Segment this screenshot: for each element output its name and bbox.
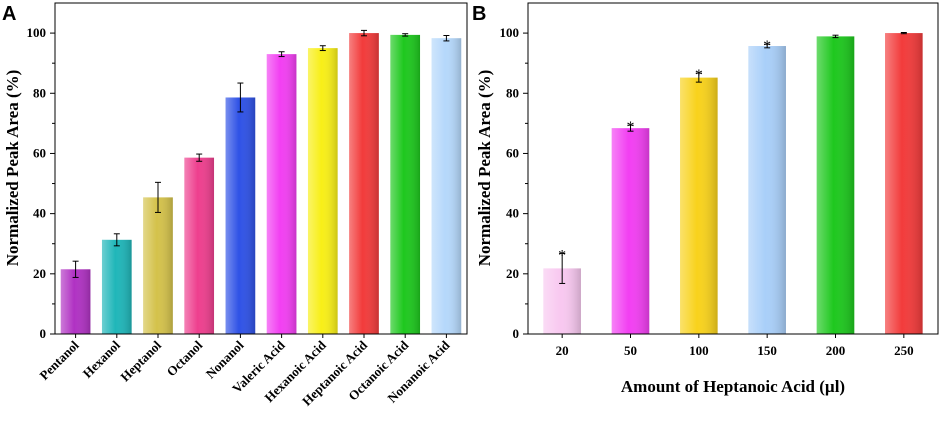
y-tick-label: 40 bbox=[33, 206, 46, 221]
x-tick-label: Heptanol bbox=[117, 337, 164, 384]
y-tick-label: 100 bbox=[500, 25, 520, 40]
panel-b: B * * * * 0 20 40 60 80 100 20 50 100 150 200 250 Nor… bbox=[472, 2, 939, 396]
x-tick-label: 200 bbox=[826, 343, 846, 358]
panel-b-x-axis-title: Amount of Heptanoic Acid (µl) bbox=[621, 377, 845, 396]
y-tick-label: 80 bbox=[33, 85, 46, 100]
y-tick-label: 100 bbox=[27, 25, 47, 40]
bar-shading bbox=[349, 33, 379, 334]
y-tick-label: 0 bbox=[513, 326, 520, 341]
significance-star: * bbox=[627, 119, 635, 136]
panel-b-significance-marks: * * * * bbox=[558, 38, 771, 264]
panel-b-y-axis-title: Normalized Peak Area (%) bbox=[475, 70, 494, 267]
bar-shading bbox=[60, 269, 91, 334]
bar-shading bbox=[611, 128, 650, 334]
panel-a-y-ticks: 0 20 40 60 80 100 bbox=[27, 25, 55, 341]
bar-shading bbox=[885, 33, 923, 334]
panel-b-letter: B bbox=[472, 3, 486, 25]
bar-shading bbox=[431, 38, 462, 335]
x-tick-label: 100 bbox=[689, 343, 709, 358]
panel-b-plot-frame bbox=[527, 2, 939, 335]
panel-b-bars bbox=[543, 33, 923, 334]
y-tick-label: 0 bbox=[40, 326, 47, 341]
panel-a-plot-frame bbox=[54, 2, 468, 335]
panel-a-letter: A bbox=[2, 3, 16, 25]
x-tick-label: 250 bbox=[894, 343, 914, 358]
x-tick-label: Octanol bbox=[164, 337, 206, 379]
panel-a-bars bbox=[60, 33, 462, 335]
bar-shading bbox=[390, 34, 421, 334]
bar-shading bbox=[307, 48, 338, 335]
panel-b-error-bars bbox=[559, 31, 907, 284]
panel-a-error-bars bbox=[72, 29, 450, 278]
y-tick-label: 60 bbox=[33, 145, 46, 160]
significance-star: * bbox=[695, 67, 703, 84]
significance-star: * bbox=[763, 38, 771, 55]
significance-star: * bbox=[558, 247, 566, 264]
x-tick-label: 20 bbox=[556, 343, 569, 358]
y-tick-label: 40 bbox=[506, 206, 519, 221]
x-tick-label: 150 bbox=[757, 343, 777, 358]
bar-shading bbox=[225, 97, 256, 335]
bar-shading bbox=[266, 54, 297, 335]
bar-shading bbox=[816, 36, 855, 334]
bar-shading bbox=[101, 239, 132, 334]
y-tick-label: 60 bbox=[506, 145, 519, 160]
y-tick-label: 80 bbox=[506, 85, 519, 100]
bar-shading bbox=[143, 197, 173, 334]
panel-b-x-ticks: 20 50 100 150 200 250 bbox=[556, 334, 914, 358]
bar-shading bbox=[184, 157, 215, 334]
y-tick-label: 20 bbox=[506, 266, 519, 281]
y-tick-label: 20 bbox=[33, 266, 46, 281]
x-tick-label: Pentanol bbox=[36, 337, 82, 383]
panel-a-y-axis-title: Normalized Peak Area (%) bbox=[3, 70, 22, 267]
bar-shading bbox=[748, 46, 786, 334]
bar-shading bbox=[680, 77, 718, 334]
x-tick-label: 50 bbox=[624, 343, 637, 358]
panel-b-y-ticks: 0 20 40 60 80 100 bbox=[500, 25, 528, 341]
